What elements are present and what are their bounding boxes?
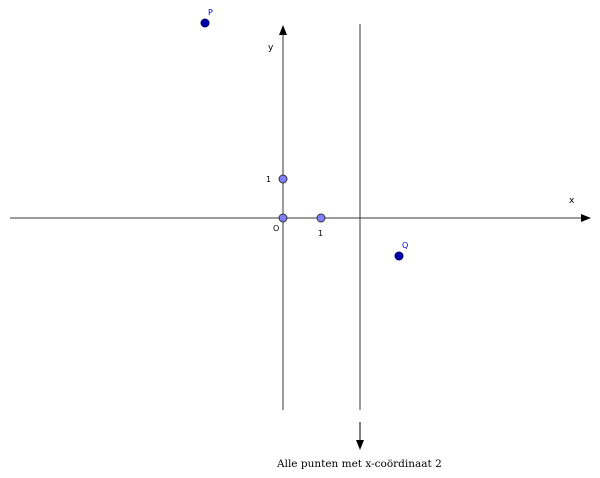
point-q[interactable] <box>394 251 404 261</box>
unit-point-x[interactable] <box>316 213 326 223</box>
point-q-label: Q <box>402 241 408 250</box>
point-p[interactable] <box>200 18 210 28</box>
y-axis-label: y <box>268 43 274 53</box>
unit-label-y: 1 <box>266 175 271 184</box>
annotation-text: Alle punten met x-coördinaat 2 <box>276 458 442 470</box>
unit-point-y[interactable] <box>278 174 288 184</box>
origin-label: O <box>273 224 279 233</box>
origin-point[interactable] <box>278 213 288 223</box>
unit-label-x: 1 <box>318 229 323 238</box>
x-axis-label: x <box>569 196 575 206</box>
point-p-label: P <box>208 8 213 17</box>
